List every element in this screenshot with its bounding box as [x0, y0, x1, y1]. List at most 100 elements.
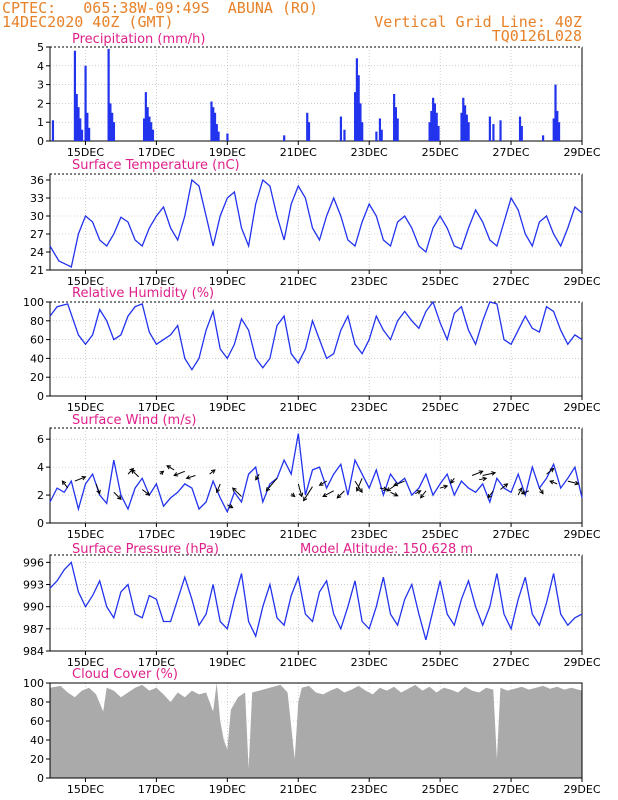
y-tick-label: 0: [37, 135, 44, 148]
precip-bar: [380, 129, 383, 141]
precip-bar: [144, 92, 147, 141]
precip-bar: [84, 65, 87, 141]
precip-bar: [541, 135, 545, 141]
x-tick-label: 17DEC: [138, 783, 175, 796]
panel-title: Relative Humidity (%): [72, 286, 214, 301]
x-tick-label: 29DEC: [563, 401, 600, 414]
wind-arrow-head: [303, 496, 308, 502]
precip-bar: [355, 58, 358, 141]
wind-arrow-head: [255, 475, 260, 481]
wind-arrow-head: [322, 492, 328, 498]
precip-bar: [213, 112, 217, 141]
y-tick-label: 4: [37, 461, 44, 474]
precip-bar: [557, 122, 561, 141]
precip-bar: [396, 118, 399, 141]
wind-arrow-head: [81, 475, 87, 481]
precip-bar: [518, 116, 522, 141]
x-tick-label: 23DEC: [351, 146, 388, 159]
y-tick-label: 60: [30, 334, 44, 347]
x-tick-label: 21DEC: [280, 146, 317, 159]
wind-arrow-shaft: [62, 480, 69, 489]
wind-arrow-shaft: [500, 483, 508, 490]
precip-bar: [86, 112, 89, 141]
x-tick-label: 19DEC: [209, 656, 246, 669]
wind-arrow-shaft: [265, 477, 278, 492]
precip-bar: [343, 129, 346, 141]
x-tick-label: 15DEC: [67, 401, 104, 414]
wind-arrow-head: [358, 488, 363, 494]
wind-arrow-shaft: [390, 491, 398, 497]
wind-arrow-shaft: [322, 490, 334, 497]
y-tick-label: 4: [37, 60, 44, 73]
y-tick-label: 996: [23, 556, 44, 569]
precip-bar: [465, 114, 468, 141]
wind-arrow-head: [166, 465, 172, 470]
precip-bar: [226, 133, 229, 141]
x-tick-label: 27DEC: [493, 146, 530, 159]
wind-arrow-shaft: [336, 490, 345, 499]
x-tick-label: 21DEC: [280, 401, 317, 414]
panel-frame: [49, 427, 583, 524]
wind-arrow-head: [159, 470, 165, 476]
wind-arrow-shaft: [255, 473, 260, 480]
model-altitude: Model Altitude: 150.628 m: [300, 542, 473, 557]
x-tick-label: 25DEC: [422, 528, 459, 541]
wind-arrow-head: [210, 469, 216, 474]
precip-bar: [109, 103, 112, 141]
wind-arrow-head: [503, 483, 509, 488]
precip-bar: [488, 116, 491, 141]
precip-bar: [217, 131, 220, 141]
x-tick-label: 25DEC: [422, 275, 459, 288]
x-tick-label: 21DEC: [280, 275, 317, 288]
wind-arrow-shaft: [209, 469, 216, 475]
precip-bar: [378, 118, 382, 141]
wind-arrow-shaft: [549, 480, 558, 485]
y-tick-label: 33: [30, 192, 44, 205]
wind-arrow-shaft: [567, 480, 579, 485]
wind-arrow-head: [539, 489, 544, 495]
precip-bar: [357, 75, 360, 141]
y-tick-label: 80: [30, 315, 44, 328]
panel-frame-overlay: [49, 682, 583, 779]
y-tick-label: 36: [30, 174, 44, 187]
wind-arrow-shaft: [539, 487, 544, 494]
wind-arrow-head: [482, 476, 488, 482]
x-tick-label: 29DEC: [563, 528, 600, 541]
wind-arrow-shaft: [356, 478, 363, 492]
precip-bar: [146, 107, 149, 141]
series-line: [49, 300, 583, 371]
wind-arrow-shaft: [379, 487, 388, 490]
y-tick-label: 60: [30, 715, 44, 728]
wind-arrow-shaft: [95, 483, 101, 494]
wind-arrow-head: [393, 492, 399, 497]
wind-arrow-head: [487, 493, 492, 499]
wind-arrow-shaft: [74, 476, 86, 482]
precip-bar: [552, 118, 555, 141]
panel-title: Cloud Cover (%): [72, 667, 178, 682]
x-tick-label: 19DEC: [209, 401, 246, 414]
precip-bar: [375, 131, 378, 141]
wind-arrow-head: [355, 486, 361, 492]
y-tick-label: 987: [23, 623, 44, 636]
series-line: [49, 433, 583, 514]
y-tick-label: 984: [23, 645, 44, 658]
wind-arrow-head: [386, 487, 391, 492]
wind-arrow-head: [574, 480, 580, 486]
x-tick-label: 19DEC: [209, 528, 246, 541]
precip-bar: [361, 122, 364, 141]
wind-arrow-head: [419, 493, 425, 499]
wind-arrow-shaft: [131, 469, 140, 478]
precip-bar: [462, 97, 465, 141]
cloud-area: [50, 683, 582, 778]
precip-bar: [430, 110, 433, 141]
precip-bar: [428, 122, 431, 141]
wind-arrow-head: [145, 491, 151, 496]
precip-bar: [554, 84, 557, 141]
precip-bar: [354, 92, 357, 141]
y-tick-label: 100: [23, 296, 44, 309]
wind-arrow-shaft: [141, 489, 150, 496]
wind-arrow-head: [215, 488, 221, 494]
precip-bar: [460, 112, 463, 141]
wind-arrow-head: [265, 486, 271, 492]
wind-arrow-head: [549, 467, 555, 473]
